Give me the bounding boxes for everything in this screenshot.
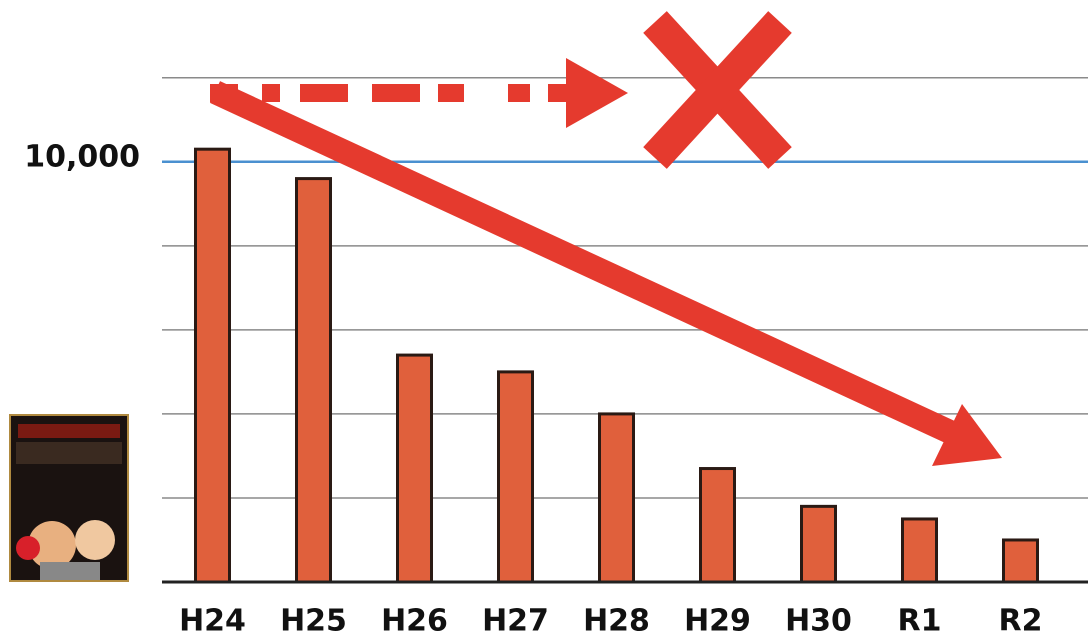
x-tick-label: H29 (684, 604, 751, 639)
x-tick-label: H25 (280, 604, 347, 639)
bar (295, 177, 332, 584)
x-tick-label: H26 (381, 604, 448, 639)
y-tick-label: 10,000 (24, 139, 140, 174)
x-tick-label: R1 (898, 604, 942, 639)
bar (497, 370, 534, 584)
x-tick-label: R2 (999, 604, 1043, 639)
bar (800, 504, 837, 584)
trend-arrows (209, 11, 1002, 466)
bar (598, 412, 635, 584)
cross-mark (643, 11, 792, 169)
x-tick-label: H24 (179, 604, 246, 639)
x-tick-label: H28 (583, 604, 650, 639)
bar (396, 353, 433, 584)
plot-area: 10,000 H24 H25 H26 H27 H28 H29 H30 R1 R2 (24, 76, 1088, 639)
dashed-arrow (210, 58, 628, 128)
x-tick-label: H27 (482, 604, 549, 639)
bar (901, 517, 938, 584)
x-tick-label: H30 (785, 604, 852, 639)
product-image (9, 414, 129, 582)
bar (1002, 538, 1039, 584)
down-arrow (209, 81, 1002, 466)
bar (194, 147, 231, 584)
bar (699, 467, 736, 584)
